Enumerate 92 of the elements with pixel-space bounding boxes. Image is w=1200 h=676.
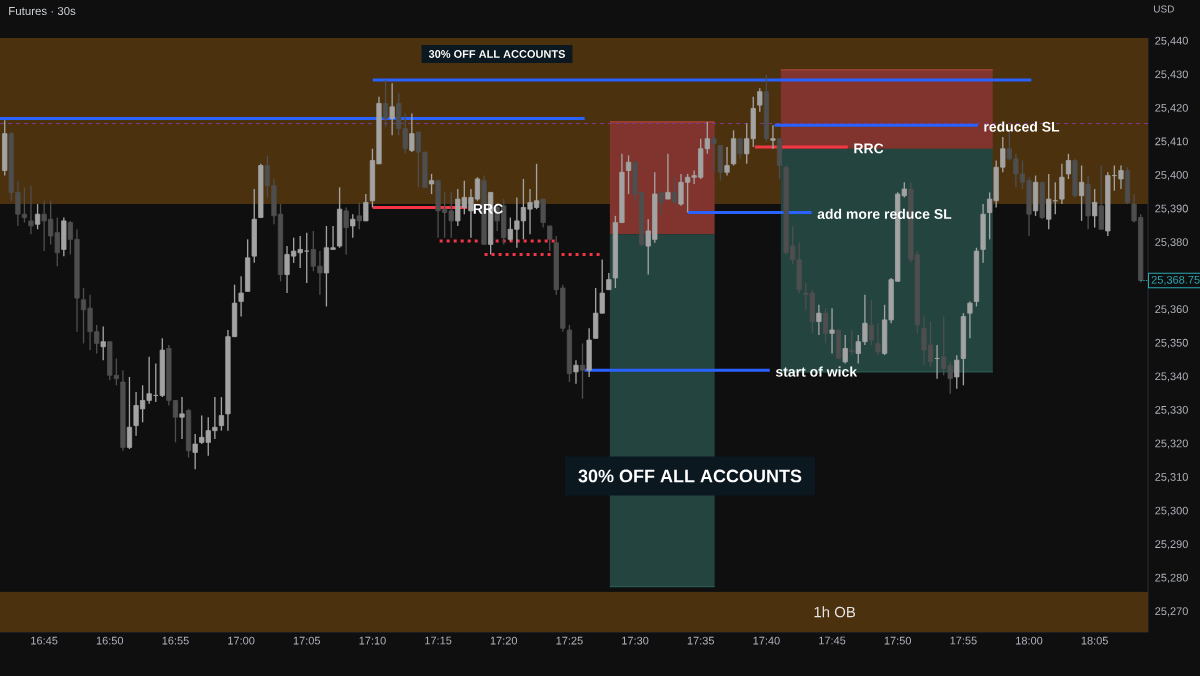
candlestick [146, 356, 152, 405]
x-tick-label: 17:00 [228, 636, 255, 645]
candlestick [1059, 163, 1065, 205]
candlestick [28, 184, 34, 235]
x-tick-label: 17:35 [687, 636, 714, 645]
candlestick [849, 329, 855, 356]
annotation: start of wick [775, 366, 858, 377]
candlestick [579, 342, 586, 400]
candlestick [1065, 153, 1072, 180]
x-tick-label: 17:20 [490, 636, 518, 645]
candlestick [671, 176, 678, 204]
candlestick [868, 299, 875, 346]
x-tick-label: 18:05 [1081, 636, 1108, 645]
candlestick [1078, 164, 1085, 222]
annotation: 30% OFF ALL ACCOUNTS [428, 50, 566, 58]
candlestick [724, 146, 730, 177]
y-tick-label: 25,410 [1155, 137, 1188, 147]
y-axis-title: USD [1154, 5, 1174, 13]
candlestick [1000, 136, 1006, 173]
annotation: RRC [854, 143, 884, 154]
x-tick-label: 17:10 [359, 636, 386, 645]
y-tick-label: 25,400 [1155, 171, 1188, 181]
y-tick-label: 25,350 [1155, 338, 1188, 348]
x-tick-label: 17:55 [950, 636, 977, 645]
y-tick-label: 25,330 [1155, 405, 1188, 416]
y-tick-label: 25,280 [1155, 573, 1188, 583]
candlestick [737, 138, 743, 160]
x-tick-label: 17:40 [753, 636, 780, 645]
band-label: 1h OB [814, 606, 856, 618]
candlestick [573, 359, 579, 385]
annotation: RRC [473, 203, 503, 214]
x-tick-label: 16:55 [162, 636, 189, 645]
annotation: reduced SL [984, 121, 1060, 132]
candlestick [356, 201, 362, 230]
candlestick [179, 396, 185, 440]
candlestick [218, 396, 225, 432]
candlestick [822, 307, 829, 345]
chart-title: Futures · 30s [9, 6, 76, 16]
candlestick [967, 300, 973, 340]
candlestick [665, 153, 671, 200]
x-tick-label: 17:25 [556, 636, 583, 645]
x-tick-label: 18:00 [1016, 636, 1043, 645]
x-tick-label: 17:45 [819, 636, 846, 645]
candlestick [389, 82, 395, 136]
candlestick [126, 376, 133, 450]
candlestick [1092, 188, 1098, 229]
x-tick-label: 17:15 [425, 636, 452, 645]
candlestick [816, 304, 822, 336]
candlestick [304, 231, 310, 284]
y-tick-label: 25,270 [1155, 607, 1188, 617]
y-tick-label: 25,290 [1155, 540, 1188, 550]
x-tick-label: 16:45 [31, 636, 58, 645]
candlestick [954, 354, 960, 390]
y-tick-label: 25,380 [1155, 238, 1188, 248]
y-tick-label: 25,300 [1155, 506, 1188, 516]
candlestick [382, 79, 389, 128]
annotation: 25,368.75 [1151, 275, 1200, 285]
candlestick [658, 191, 664, 215]
candlestick [264, 154, 270, 199]
candlestick [757, 87, 763, 113]
candlestick [875, 322, 881, 356]
candlestick [34, 203, 41, 230]
candlestick [1098, 164, 1104, 230]
y-tick-label: 25,420 [1155, 103, 1188, 114]
candlestick [238, 275, 244, 318]
candlestick [409, 112, 415, 153]
y-tick-label: 25,320 [1155, 439, 1188, 449]
y-tick-label: 25,360 [1155, 305, 1188, 315]
x-tick-label: 16:50 [96, 636, 124, 645]
y-tick-label: 25,430 [1155, 70, 1188, 80]
candlestick [363, 193, 369, 222]
x-tick-label: 17:30 [622, 636, 649, 645]
candlestick [343, 206, 349, 256]
x-tick-label: 17:05 [293, 636, 321, 645]
candlestick [350, 213, 356, 239]
candlestick [100, 325, 106, 361]
y-tick-label: 25,310 [1155, 473, 1188, 483]
y-tick-label: 25,340 [1155, 372, 1188, 382]
candlestick [625, 154, 632, 195]
candlestick [842, 334, 848, 365]
candlestick [829, 307, 835, 355]
x-tick-label: 17:50 [884, 636, 912, 645]
y-tick-label: 25,390 [1155, 204, 1188, 214]
candlestick [428, 173, 435, 195]
annotation: 30% OFF ALL ACCOUNTS [578, 469, 802, 483]
y-tick-label: 25,440 [1155, 36, 1188, 46]
candlestick [711, 134, 717, 173]
candlestick [547, 225, 553, 252]
candlestick [507, 216, 513, 242]
candlestick [770, 124, 776, 150]
candlestick [540, 198, 546, 229]
candlestick [192, 433, 198, 470]
